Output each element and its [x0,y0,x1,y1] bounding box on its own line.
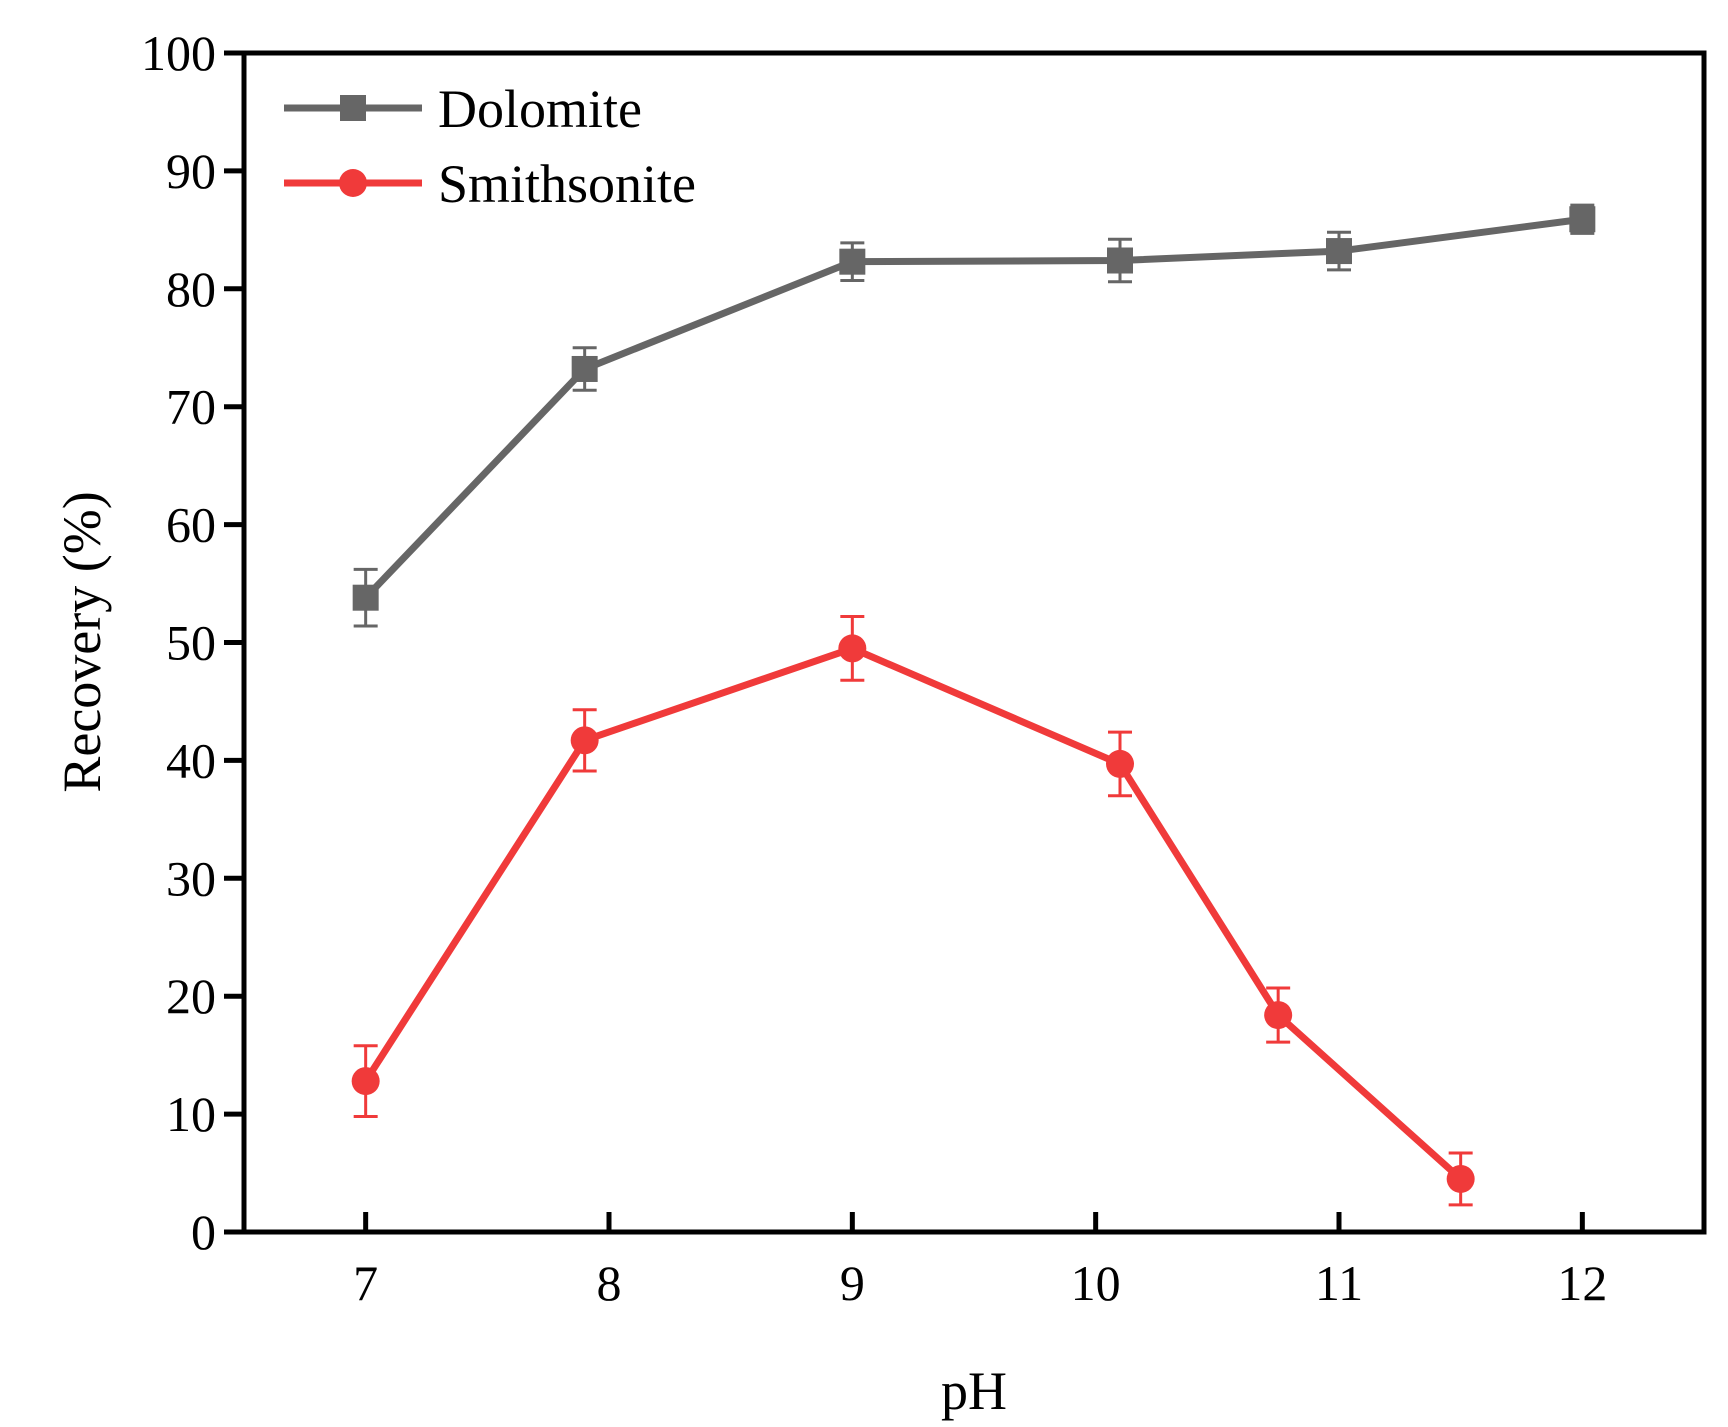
dolomite-data-point [1569,206,1596,233]
smithsonite-data-point [1106,749,1134,778]
y-tick-label: 30 [166,850,216,906]
y-tick-label: 20 [166,968,216,1024]
x-tick-label: 12 [1557,1255,1607,1311]
y-tick-label: 90 [166,143,216,199]
x-tick-label: 11 [1315,1255,1363,1311]
y-axis-title: Recovery (%) [52,491,112,792]
y-tick-label: 50 [166,615,216,671]
smithsonite-data-point [1264,1001,1293,1030]
dolomite-line [363,215,1583,601]
dolomite-data-point [352,584,379,611]
legend-swatch-marker [340,95,366,121]
y-tick-label: 70 [166,379,216,435]
x-axis-title: pH [941,1361,1007,1421]
series-dolomite [352,203,1596,628]
legend-swatch-marker [339,169,367,197]
dolomite-data-point [1107,247,1133,274]
y-tick-label: 40 [166,732,216,788]
series-layer [351,203,1596,1207]
x-tick-label: 8 [597,1255,622,1311]
y-tick-label: 10 [166,1086,216,1142]
x-tick-label: 9 [840,1255,865,1311]
dolomite-data-point [571,355,598,382]
x-tick-label: 10 [1071,1255,1121,1311]
legend-item-smithsonite: Smithsonite [284,154,696,214]
legend-item-dolomite: Dolomite [284,79,642,139]
y-tick-label: 100 [141,25,216,81]
y-tick-label: 60 [166,497,216,553]
legend-label: Smithsonite [438,154,696,214]
y-tick-label: 0 [191,1204,216,1260]
dolomite-data-point [1326,238,1352,265]
smithsonite-line [362,644,1464,1182]
x-tick-label: 7 [353,1255,378,1311]
y-tick-label: 80 [166,261,216,317]
dolomite-data-point [839,248,866,275]
smithsonite-data-point [838,634,867,663]
smithsonite-data-point [351,1067,380,1096]
series-smithsonite [351,615,1475,1207]
smithsonite-data-point [1446,1164,1475,1193]
legend: Dolomite Smithsonite [284,79,696,214]
legend-label: Dolomite [438,79,642,139]
smithsonite-data-point [570,726,599,755]
axis-ticks: 7 8 9 10 11 12 0 10 20 30 40 50 60 70 80 90 100 [141,25,1607,1311]
